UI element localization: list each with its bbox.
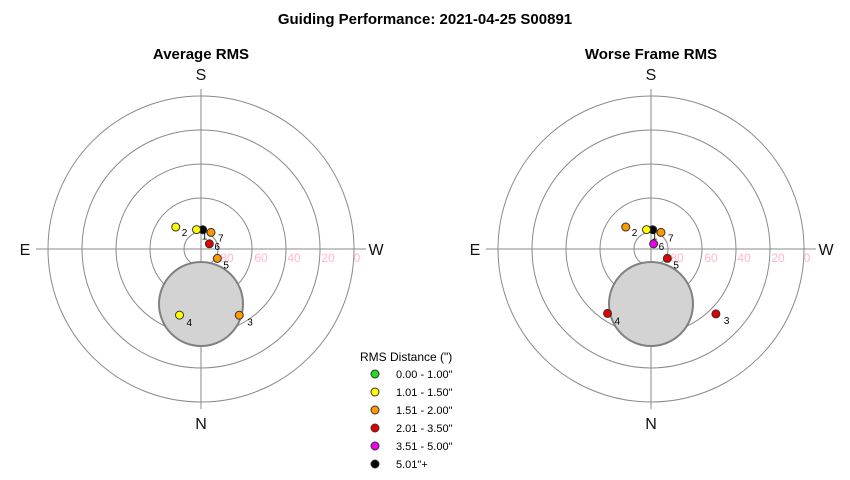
point-label-7: 7 — [218, 233, 224, 244]
compass-south: S — [196, 67, 207, 84]
point-label-5: 5 — [673, 260, 679, 271]
legend-label-1: 1.01 - 1.50" — [396, 387, 453, 399]
compass-west: W — [368, 242, 384, 259]
data-point-4 — [603, 308, 613, 318]
obstruction-disc — [158, 261, 244, 347]
ring-label-80: 80 — [670, 251, 684, 265]
point-label-5: 5 — [223, 260, 229, 271]
legend-marker-1 — [370, 387, 380, 397]
legend-marker-0 — [370, 369, 380, 379]
legend-marker-2 — [370, 405, 380, 415]
point-label-1: 1 — [202, 232, 208, 243]
data-point-5 — [212, 253, 222, 263]
point-label-7: 7 — [668, 233, 674, 244]
data-point-unlabeled — [192, 225, 202, 235]
ring-label-0: 0 — [354, 251, 361, 265]
ring-label-20: 20 — [321, 251, 335, 265]
legend-marker-4 — [370, 441, 380, 451]
legend-title: RMS Distance (") — [360, 350, 452, 364]
point-label-3: 3 — [247, 317, 253, 328]
ring-label-0: 0 — [804, 251, 811, 265]
average-rms-title: Average RMS — [153, 46, 249, 63]
point-label-6: 6 — [214, 242, 220, 253]
compass-south: S — [646, 67, 657, 84]
ring-label-40: 40 — [737, 251, 751, 265]
rms-distance-legend: RMS Distance (") 0.00 - 1.00" 1.01 - 1.50… — [360, 350, 453, 471]
point-label-3: 3 — [724, 316, 730, 327]
legend-label-2: 1.51 - 2.00" — [396, 405, 453, 417]
point-label-4: 4 — [187, 318, 193, 329]
worse-frame-rms-panel: Worse Frame RMS 80 60 40 20 0 S N E W 1 2 3 4 567 — [470, 46, 835, 433]
legend-label-0: 0.00 - 1.00" — [396, 369, 453, 381]
point-label-4: 4 — [615, 316, 621, 327]
legend-label-5: 5.01"+ — [396, 459, 428, 471]
ring-label-60: 60 — [254, 251, 268, 265]
worse-frame-rms-title: Worse Frame RMS — [585, 46, 717, 63]
data-point-6 — [204, 239, 214, 249]
figure-title: Guiding Performance: 2021-04-25 S00891 — [278, 11, 572, 28]
compass-east: E — [20, 242, 31, 259]
data-point-5 — [662, 253, 672, 263]
average-rms-panel: Average RMS 80 60 40 20 0 S N E W 1 2 3 4 567 — [20, 46, 385, 433]
compass-west: W — [818, 242, 834, 259]
data-point-3 — [711, 309, 721, 319]
legend-label-3: 2.01 - 3.50" — [396, 423, 453, 435]
data-point-6 — [649, 239, 659, 249]
data-point-4 — [175, 310, 185, 320]
data-point-7 — [206, 227, 216, 237]
data-point-3 — [234, 310, 244, 320]
data-point-7 — [656, 227, 666, 237]
legend-marker-3 — [370, 423, 380, 433]
data-point-unlabeled — [642, 225, 652, 235]
legend-label-4: 3.51 - 5.00" — [396, 441, 453, 453]
compass-north: N — [195, 416, 207, 433]
ring-label-40: 40 — [287, 251, 301, 265]
legend-marker-5 — [370, 459, 380, 469]
point-label-6: 6 — [659, 242, 665, 253]
ring-label-60: 60 — [704, 251, 718, 265]
obstruction-disc — [608, 261, 694, 347]
point-label-2: 2 — [182, 228, 188, 239]
point-label-2: 2 — [632, 228, 638, 239]
compass-east: E — [470, 242, 481, 259]
data-point-2 — [171, 222, 181, 232]
data-point-2 — [621, 222, 631, 232]
point-label-1: 1 — [652, 232, 658, 243]
compass-north: N — [645, 416, 657, 433]
ring-label-80: 80 — [220, 251, 234, 265]
ring-label-20: 20 — [771, 251, 785, 265]
